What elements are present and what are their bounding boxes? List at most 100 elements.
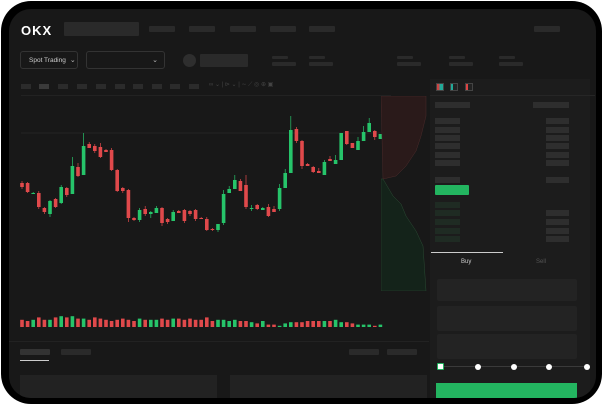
volume-bar <box>255 323 259 327</box>
buy-tab-indicator <box>431 252 503 253</box>
orderbook-amount <box>546 135 569 141</box>
timeframe-button[interactable] <box>77 84 87 89</box>
nav-item[interactable] <box>149 26 175 32</box>
candle-body <box>238 181 243 191</box>
volume-bar <box>361 324 366 327</box>
tab-sell[interactable]: Sell <box>536 259 547 265</box>
orderbook-price <box>435 143 460 149</box>
nav-item[interactable] <box>309 26 335 32</box>
orderbook-amount <box>546 228 569 234</box>
search-bar[interactable] <box>64 22 139 36</box>
candle-body <box>165 219 170 222</box>
volume-bar <box>143 319 147 327</box>
candle-body <box>289 130 293 173</box>
timeframe-button[interactable] <box>170 84 180 89</box>
candle-body <box>277 188 282 209</box>
candle-body <box>115 170 119 191</box>
okx-logo[interactable]: OKX <box>21 23 53 38</box>
chart-tools-icons[interactable]: ∞ ⌄ | ⊳ ⌄ | ∼ ⟋ ◎ ⊕ ▣ <box>209 82 274 88</box>
volume-bar <box>317 321 321 327</box>
candle-body <box>104 150 108 152</box>
volume-bar <box>171 318 175 327</box>
candle-body <box>59 187 63 203</box>
volume-bar <box>87 319 91 327</box>
candle-body <box>149 212 153 214</box>
stat-value <box>272 62 296 66</box>
volume-bar <box>188 318 192 327</box>
timeframe-button[interactable] <box>189 84 199 89</box>
candle-body <box>48 201 52 214</box>
candle-body <box>193 210 198 219</box>
timeframe-button[interactable] <box>133 84 143 89</box>
tab-open-orders[interactable] <box>20 349 50 355</box>
candle-body <box>132 218 136 220</box>
volume-bar <box>149 319 153 327</box>
slider-step[interactable] <box>584 364 590 370</box>
market-selector[interactable]: Spot Trading ⌄ <box>20 51 78 69</box>
tab-order-history[interactable] <box>61 349 91 355</box>
candle-body <box>216 224 220 230</box>
candlestick-chart[interactable] <box>9 9 389 339</box>
filter-button[interactable] <box>349 349 379 355</box>
volume-bar <box>81 318 86 327</box>
orderbook-bids-icon[interactable] <box>450 83 458 91</box>
candle-body <box>199 218 203 219</box>
orderbook-both-icon[interactable] <box>436 83 444 91</box>
volume-bar <box>238 321 243 327</box>
candle-body <box>205 219 209 230</box>
volume-bar <box>109 321 114 327</box>
buy-submit-button[interactable] <box>436 383 577 398</box>
orderbook-price <box>435 202 460 208</box>
orderbook-asks-icon[interactable] <box>465 83 473 91</box>
candle-body <box>373 131 377 137</box>
volume-bar <box>294 322 299 327</box>
price-input[interactable] <box>437 279 577 301</box>
timeframe-button[interactable] <box>58 84 68 89</box>
stat-value <box>499 62 523 66</box>
slider-step[interactable] <box>546 364 552 370</box>
coin-icon <box>183 54 196 67</box>
assets-panel <box>230 375 427 398</box>
volume-bar <box>115 319 119 327</box>
candle-body <box>339 133 343 160</box>
candle-body <box>356 141 360 150</box>
stat-value <box>309 62 333 66</box>
slider-handle[interactable] <box>437 363 444 370</box>
amount-input[interactable] <box>437 306 577 331</box>
stat-value <box>397 62 421 66</box>
candle-body <box>188 211 192 214</box>
slider-step[interactable] <box>475 364 481 370</box>
nav-item[interactable] <box>189 26 215 32</box>
app-screen: OKX Spot Trading ⌄ ⌄ ∞ ⌄ | ⊳ ⌄ | ∼ ⟋ ◎ ⊕… <box>9 9 596 398</box>
divider <box>9 341 429 342</box>
pair-selector[interactable]: ⌄ <box>86 51 165 69</box>
orderbook-price <box>435 177 460 183</box>
candle-body <box>300 141 304 166</box>
timeframe-button[interactable] <box>115 84 125 89</box>
slider-step[interactable] <box>511 364 517 370</box>
candle-body <box>317 171 321 173</box>
timeframe-button[interactable] <box>152 84 162 89</box>
nav-item[interactable] <box>534 26 560 32</box>
timeframe-button[interactable] <box>96 84 106 89</box>
orderbook-price <box>435 127 460 133</box>
candle-body <box>244 185 248 207</box>
total-input[interactable] <box>437 334 577 359</box>
candle-body <box>283 173 287 188</box>
candle-body <box>37 193 41 207</box>
tab-buy[interactable]: Buy <box>461 259 472 265</box>
candle-body <box>305 164 310 166</box>
volume-bar <box>261 321 265 327</box>
nav-item[interactable] <box>270 26 296 32</box>
candle-body <box>333 160 338 164</box>
orderbook-price <box>435 135 460 141</box>
candle-body <box>87 144 91 148</box>
orderbook-last-price <box>435 185 469 195</box>
orderbook-amount <box>546 160 569 166</box>
nav-item[interactable] <box>230 26 256 32</box>
candle-body <box>81 146 86 175</box>
timeframe-button[interactable] <box>21 84 31 89</box>
timeframe-button-active[interactable] <box>39 84 49 89</box>
filter-button[interactable] <box>387 349 417 355</box>
volume-bar <box>373 325 377 327</box>
